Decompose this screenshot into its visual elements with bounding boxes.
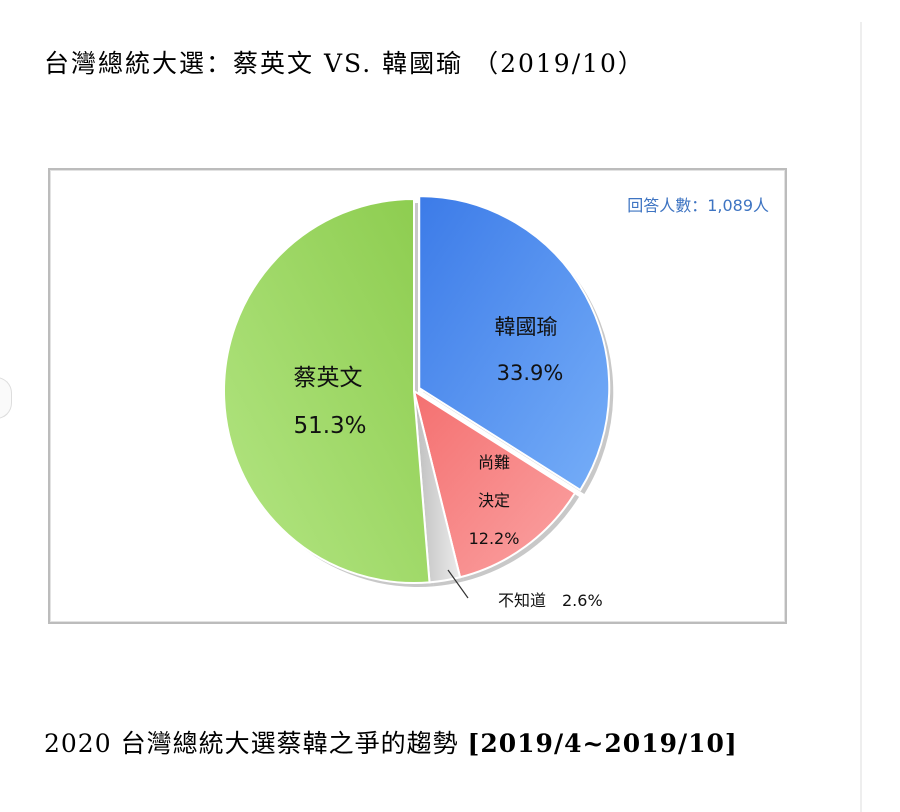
page-divider: [860, 22, 862, 812]
label-undecided-line1: 尚難: [478, 453, 510, 472]
label-unknown-value: 2.6%: [562, 591, 603, 610]
pie-chart: 韓國瑜 33.9% 尚難 決定 12.2% 不知道 2.6% 蔡英文 51.3%: [223, 195, 614, 610]
leader-line-unknown: [447, 569, 469, 599]
label-undecided-line2: 決定: [478, 491, 510, 510]
trend-section-title: 2020 台灣總統大選蔡韓之爭的趨勢 [2019/4~2019/10]: [44, 724, 738, 760]
page-title: 台灣總統大選：蔡英文 VS. 韓國瑜 （2019/10）: [44, 49, 645, 78]
label-tsai-value: 51.3%: [293, 413, 366, 439]
slice-han: [418, 195, 611, 492]
slice-undecided: [412, 388, 577, 579]
respondents-count: 回答人數：1,089人: [627, 196, 769, 215]
label-han-name: 韓國瑜: [495, 315, 558, 339]
slice-tsai: [223, 197, 431, 584]
side-scroll-tab[interactable]: [0, 377, 12, 419]
pie-chart-frame: 回答人數：1,089人 韓國瑜 33.9% 尚難: [48, 168, 787, 624]
label-unknown-name: 不知道: [498, 591, 546, 610]
label-han-value: 33.9%: [497, 361, 564, 385]
trend-title-text: 2020 台灣總統大選蔡韓之爭的趨勢: [44, 729, 468, 758]
label-undecided-value: 12.2%: [469, 529, 520, 548]
trend-title-range: [2019/4~2019/10]: [467, 729, 738, 758]
label-tsai-name: 蔡英文: [294, 365, 363, 391]
